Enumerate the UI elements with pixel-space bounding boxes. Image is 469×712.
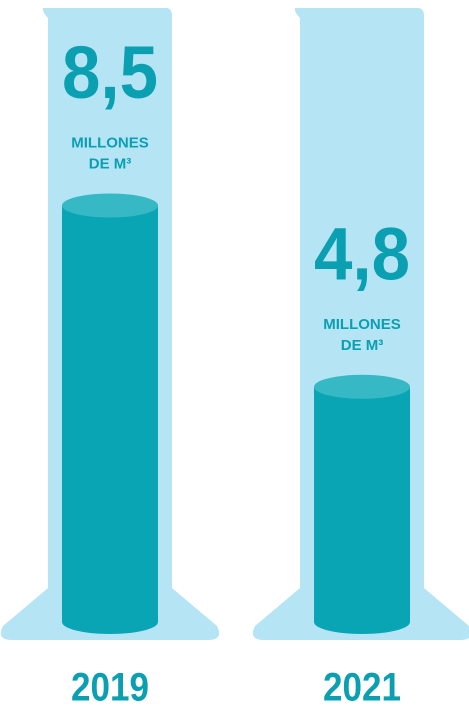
x-tick-label: 2021 [323, 666, 401, 710]
liquid-top [62, 193, 158, 218]
unit-label: DE M³ [89, 155, 132, 172]
unit-label: DE M³ [341, 337, 384, 354]
glass [252, 8, 469, 640]
unit-label: MILLONES [323, 316, 401, 333]
value-label: 4,8 [314, 212, 410, 295]
x-tick-label: 2019 [71, 666, 149, 710]
unit-label: MILLONES [71, 134, 149, 151]
liquid [62, 205, 158, 622]
liquid [314, 386, 410, 622]
value-label: 8,5 [62, 31, 158, 114]
liquid-top [314, 374, 410, 399]
